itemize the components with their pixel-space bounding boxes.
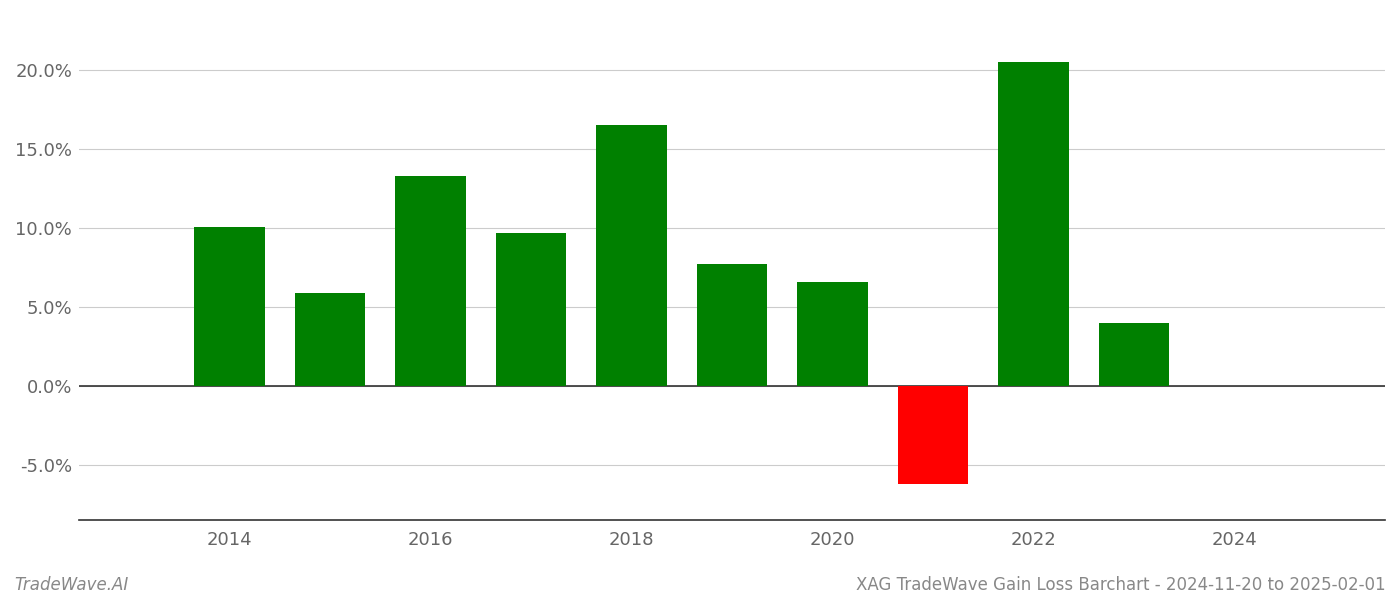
- Bar: [697, 263, 767, 386]
- Bar: [596, 125, 666, 386]
- Text: TradeWave.AI: TradeWave.AI: [14, 576, 129, 594]
- Bar: [897, 386, 967, 484]
- Bar: [496, 233, 566, 386]
- Bar: [998, 62, 1068, 386]
- Bar: [1099, 323, 1169, 386]
- Text: XAG TradeWave Gain Loss Barchart - 2024-11-20 to 2025-02-01: XAG TradeWave Gain Loss Barchart - 2024-…: [857, 576, 1386, 594]
- Bar: [295, 293, 365, 386]
- Bar: [395, 176, 466, 386]
- Bar: [797, 281, 868, 386]
- Bar: [195, 227, 265, 386]
